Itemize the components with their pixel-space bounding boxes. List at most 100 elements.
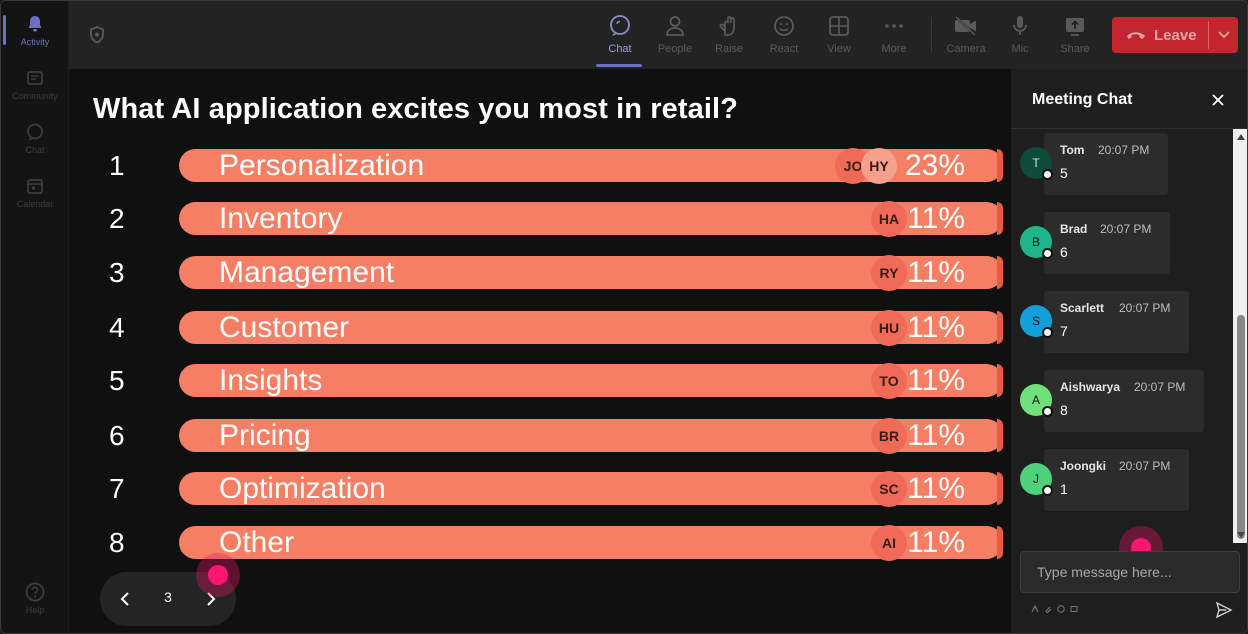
option-percent: 11% <box>907 364 965 397</box>
message-time: 20:07 PM <box>1119 301 1171 315</box>
voter-avatar: HY <box>861 148 897 184</box>
toolbar-chat-button[interactable]: Chat <box>594 9 646 67</box>
emoji-icon[interactable] <box>1057 605 1065 613</box>
shield-icon[interactable] <box>87 25 107 45</box>
toolbar-more-button[interactable]: More <box>868 9 920 63</box>
rail-item-chat[interactable]: Chat <box>1 113 69 163</box>
pointer-indicator <box>196 553 240 597</box>
react-icon <box>771 13 797 39</box>
message-author: Tom <box>1060 143 1085 157</box>
message-text: 1 <box>1060 481 1068 497</box>
option-percent: 11% <box>907 202 965 235</box>
poll-question: What AI application excites you most in … <box>93 93 738 125</box>
rail-item-activity[interactable]: Activity <box>1 5 69 55</box>
message-text: 7 <box>1060 323 1068 339</box>
toolbar-react-button[interactable]: React <box>758 9 810 63</box>
chat-messages: Tom 20:07 PM 5 T Brad 20:07 PM 6 B Scarl… <box>1011 129 1233 543</box>
toolbar-mic-button[interactable]: Mic <box>994 9 1046 63</box>
close-icon[interactable] <box>1208 90 1228 110</box>
toolbar-camera-button[interactable]: Camera <box>940 9 992 63</box>
rail-item-community[interactable]: Community <box>1 59 69 109</box>
status-indicator <box>1042 485 1053 496</box>
poll-stage: What AI application excites you most in … <box>69 69 1011 633</box>
option-label: Personalization <box>219 149 425 182</box>
option-label: Insights <box>219 364 323 397</box>
leave-button[interactable]: Leave <box>1112 17 1238 53</box>
chat-message: Aishwarya 20:07 PM 8 A <box>1011 370 1233 434</box>
send-icon[interactable] <box>1213 599 1235 621</box>
toolbar-people-button[interactable]: People <box>649 9 701 63</box>
bell-icon <box>24 13 46 35</box>
option-label: Other <box>219 526 295 559</box>
attach-icon[interactable] <box>1044 605 1052 613</box>
community-icon <box>24 67 46 89</box>
rail-item-calendar[interactable]: Calendar <box>1 167 69 217</box>
option-bar <box>179 311 1003 344</box>
more-icon <box>881 13 907 39</box>
message-author: Brad <box>1060 222 1088 236</box>
option-bar <box>179 472 1003 505</box>
toolbar-button-label: View <box>827 43 851 55</box>
chevron-left-icon[interactable] <box>114 587 138 611</box>
avatar: T <box>1020 147 1053 180</box>
voter-avatar: RY <box>871 255 907 291</box>
chevron-down-icon[interactable] <box>1215 25 1233 43</box>
rail-item-label: Chat <box>25 145 45 155</box>
toolbar-view-button[interactable]: View <box>813 9 865 63</box>
option-percent: 23% <box>904 149 965 182</box>
poll-option-row[interactable]: 3 Management RY 11% <box>69 254 1011 292</box>
avatar: S <box>1020 305 1053 338</box>
option-number: 2 <box>109 203 125 234</box>
message-bubble: Scarlett 20:07 PM 7 <box>1044 291 1189 353</box>
option-label: Optimization <box>219 472 386 505</box>
message-bubble: Joongki 20:07 PM 1 <box>1044 449 1189 511</box>
toolbar-button-label: More <box>881 43 907 55</box>
option-percent: 11% <box>907 256 965 289</box>
toolbar-raise-button[interactable]: Raise <box>703 9 755 63</box>
option-bar <box>179 256 1003 289</box>
scrollbar-thumb[interactable] <box>1237 315 1245 539</box>
poll-option-row[interactable]: 6 Pricing BR 11% <box>69 417 1011 455</box>
voter-avatar: HA <box>871 201 907 237</box>
chat-message: Tom 20:07 PM 5 T <box>1011 133 1233 197</box>
chevron-right-icon[interactable] <box>198 587 222 611</box>
chat-divider <box>1011 128 1247 129</box>
toolbar-share-button[interactable]: Share <box>1049 9 1101 63</box>
poll-option-row[interactable]: 1 Personalization JO HY 23% <box>69 147 1011 185</box>
poll-option-row[interactable]: 8 Other AI 11% <box>69 524 1011 562</box>
rail-item-label: Community <box>12 91 58 101</box>
gif-icon[interactable] <box>1070 605 1078 613</box>
format-icon[interactable] <box>1031 605 1039 613</box>
option-number: 6 <box>109 420 125 451</box>
toolbar-button-label: Camera <box>946 43 986 55</box>
option-label: Customer <box>219 311 350 344</box>
chat-title: Meeting Chat <box>1032 91 1133 108</box>
option-bar <box>179 419 1003 452</box>
poll-option-row[interactable]: 7 Optimization SC 11% <box>69 470 1011 508</box>
leave-label: Leave <box>1154 26 1197 44</box>
view-icon <box>826 13 852 39</box>
message-author: Aishwarya <box>1060 380 1121 394</box>
voter-avatar: BR <box>871 418 907 454</box>
rail-item-help[interactable]: Help <box>1 573 69 623</box>
format-toolbar <box>1031 605 1078 613</box>
option-percent: 11% <box>907 472 965 505</box>
share-icon <box>1062 13 1088 39</box>
message-time: 20:07 PM <box>1119 459 1171 473</box>
scroll-down-icon[interactable] <box>1236 530 1246 540</box>
avatar: B <box>1020 226 1053 259</box>
poll-option-row[interactable]: 4 Customer HU 11% <box>69 309 1011 347</box>
toolbar-button-label: Raise <box>714 43 744 55</box>
poll-option-row[interactable]: 5 Insights TO 11% <box>69 362 1011 400</box>
chat-message-input[interactable] <box>1020 551 1240 593</box>
scroll-up-icon[interactable] <box>1236 132 1246 142</box>
rail-item-label: Calendar <box>16 199 54 209</box>
poll-option-row[interactable]: 2 Inventory HA 11% <box>69 200 1011 238</box>
option-label: Management <box>219 256 395 289</box>
option-bar <box>179 364 1003 397</box>
chat-scrollbar[interactable] <box>1233 129 1247 543</box>
chat-icon <box>607 13 633 39</box>
rail-item-label: Activity <box>20 37 50 47</box>
voter-avatar: TO <box>871 363 907 399</box>
